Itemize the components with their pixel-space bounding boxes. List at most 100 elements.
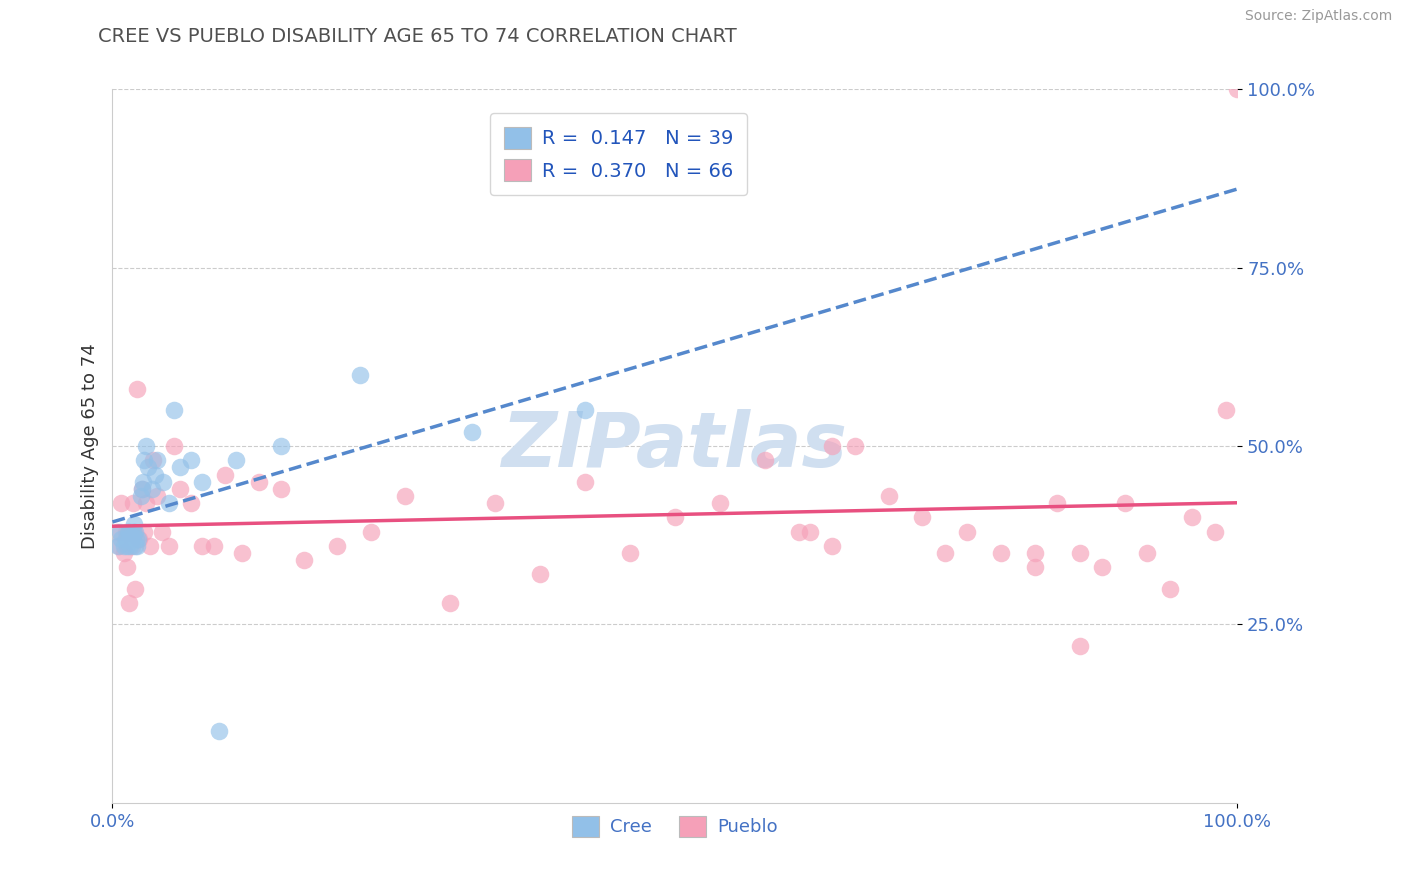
Point (214, 467, 236, 482)
Point (360, 524, 382, 539)
Point (150, 524, 173, 539)
Point (574, 475, 596, 489)
Point (131, 482, 153, 496)
Point (112, 539, 135, 553)
Text: CREE VS PUEBLO DISABILITY AGE 65 TO 74 CORRELATION CHART: CREE VS PUEBLO DISABILITY AGE 65 TO 74 C… (98, 27, 737, 45)
Point (169, 460, 191, 475)
Point (129, 489, 152, 503)
Point (191, 539, 214, 553)
Point (125, 532, 148, 546)
Point (115, 532, 138, 546)
Point (121, 524, 143, 539)
Point (1136, 546, 1159, 560)
Point (844, 439, 866, 453)
Point (292, 553, 315, 567)
Point (124, 539, 146, 553)
Point (208, 724, 231, 739)
Point (146, 489, 169, 503)
Point (1046, 496, 1069, 510)
Point (163, 403, 186, 417)
Point (110, 496, 132, 510)
Point (709, 496, 731, 510)
Point (122, 524, 145, 539)
Point (105, 524, 128, 539)
Point (574, 403, 596, 417)
Point (1024, 560, 1046, 574)
Point (799, 524, 821, 539)
Point (124, 582, 146, 596)
Point (163, 439, 186, 453)
Point (112, 546, 135, 560)
Text: Source: ZipAtlas.com: Source: ZipAtlas.com (1244, 9, 1392, 23)
Point (1226, 82, 1249, 96)
Point (118, 596, 141, 610)
Point (1024, 546, 1046, 560)
Point (115, 539, 138, 553)
Point (349, 368, 371, 382)
Point (787, 524, 810, 539)
Point (135, 439, 157, 453)
Point (108, 539, 131, 553)
Point (1215, 403, 1237, 417)
Point (132, 524, 155, 539)
Point (1069, 639, 1091, 653)
Point (142, 453, 165, 467)
Point (127, 382, 149, 396)
Legend: Cree, Pueblo: Cree, Pueblo (565, 808, 785, 844)
Point (821, 439, 844, 453)
Point (270, 439, 292, 453)
Point (180, 453, 202, 467)
Point (143, 467, 166, 482)
Point (118, 524, 141, 539)
Point (141, 482, 163, 496)
Point (128, 532, 150, 546)
Point (121, 496, 143, 510)
Point (131, 482, 153, 496)
Point (664, 510, 686, 524)
Point (202, 539, 225, 553)
Point (394, 489, 416, 503)
Point (877, 489, 900, 503)
Point (270, 482, 292, 496)
Point (132, 475, 155, 489)
Point (117, 524, 139, 539)
Y-axis label: Disability Age 65 to 74: Disability Age 65 to 74 (80, 343, 98, 549)
Point (138, 460, 160, 475)
Point (225, 453, 247, 467)
Point (619, 546, 641, 560)
Point (115, 524, 138, 539)
Point (484, 496, 506, 510)
Point (115, 560, 138, 574)
Point (754, 453, 776, 467)
Text: ZIPatlas: ZIPatlas (502, 409, 848, 483)
Point (247, 475, 270, 489)
Point (152, 475, 174, 489)
Point (821, 539, 844, 553)
Point (439, 596, 461, 610)
Point (956, 524, 979, 539)
Point (110, 532, 132, 546)
Point (1114, 496, 1136, 510)
Point (121, 539, 143, 553)
Point (169, 482, 191, 496)
Point (120, 539, 142, 553)
Point (1204, 524, 1226, 539)
Point (1159, 582, 1181, 596)
Point (934, 546, 956, 560)
Point (135, 496, 157, 510)
Point (127, 532, 149, 546)
Point (326, 539, 349, 553)
Point (107, 539, 129, 553)
Point (461, 425, 484, 439)
Point (157, 496, 180, 510)
Point (122, 517, 145, 532)
Point (529, 567, 551, 582)
Point (191, 475, 214, 489)
Point (1181, 510, 1204, 524)
Point (110, 524, 132, 539)
Point (118, 532, 141, 546)
Point (180, 496, 202, 510)
Point (138, 539, 160, 553)
Point (231, 546, 253, 560)
Point (146, 453, 169, 467)
